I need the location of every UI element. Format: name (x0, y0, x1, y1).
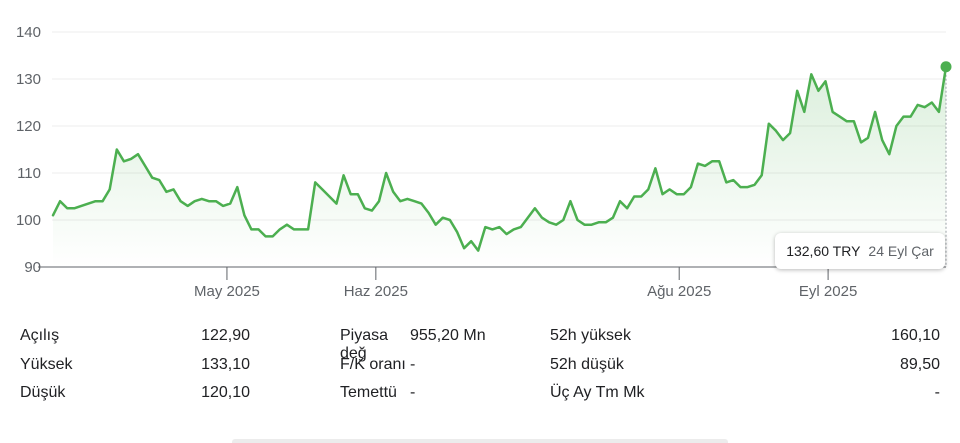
last-price-marker[interactable] (940, 61, 952, 73)
x-tick-label: Eyl 2025 (799, 283, 857, 300)
y-tick-label: 120 (16, 118, 41, 135)
x-axis-ticks: May 2025 Haz 2025 Ağu 2025 Eyl 2025 (194, 267, 857, 300)
price-tooltip: 132,60 TRY 24 Eyl Çar (775, 233, 945, 269)
stat-value: 89,50 (899, 355, 940, 373)
stat-value: - (934, 384, 940, 401)
y-tick-label: 130 (16, 71, 41, 88)
x-tick-label: May 2025 (194, 283, 260, 300)
price-area-fill (53, 66, 946, 267)
y-axis-ticks: 90 100 110 120 130 140 (16, 24, 41, 276)
stat-label: Düşük (20, 384, 66, 401)
y-tick-label: 100 (16, 212, 41, 229)
stat-value: - (410, 355, 416, 373)
x-tick-label: Ağu 2025 (647, 283, 711, 300)
price-line (51, 65, 948, 252)
stat-value: 133,10 (201, 355, 250, 373)
y-tick-label: 90 (24, 259, 41, 276)
tooltip-price: 132,60 TRY (786, 243, 861, 259)
key-stats-table: Açılış 122,90 Piyasa değ 955,20 Mn 52h y… (20, 327, 940, 413)
stat-value: 120,10 (201, 384, 250, 401)
panel-handle (232, 439, 728, 443)
stat-value: 955,20 Mn (410, 327, 486, 344)
x-tick-label: Haz 2025 (344, 283, 408, 300)
y-tick-label: 140 (16, 24, 41, 41)
stat-label: Piyasa değ (340, 327, 389, 362)
stat-label: Açılış (20, 327, 60, 344)
price-chart[interactable]: 90 100 110 120 130 140 May 2025 Haz 2025 Ağu 20… (0, 0, 960, 310)
stat-value: 122,90 (201, 327, 250, 344)
stat-value: - (410, 384, 416, 401)
stat-value: 160,10 (891, 327, 940, 344)
y-tick-label: 110 (17, 165, 41, 182)
stat-label: F/K oranı (340, 355, 406, 373)
stat-label: 52h yüksek (550, 327, 631, 344)
stat-label: Temettü (340, 384, 397, 401)
stat-label: Yüksek (20, 355, 73, 373)
tooltip-date: 24 Eyl Çar (868, 243, 934, 259)
stat-label: 52h düşük (550, 355, 624, 373)
stat-label: Üç Ay Tm Mk (550, 384, 645, 401)
